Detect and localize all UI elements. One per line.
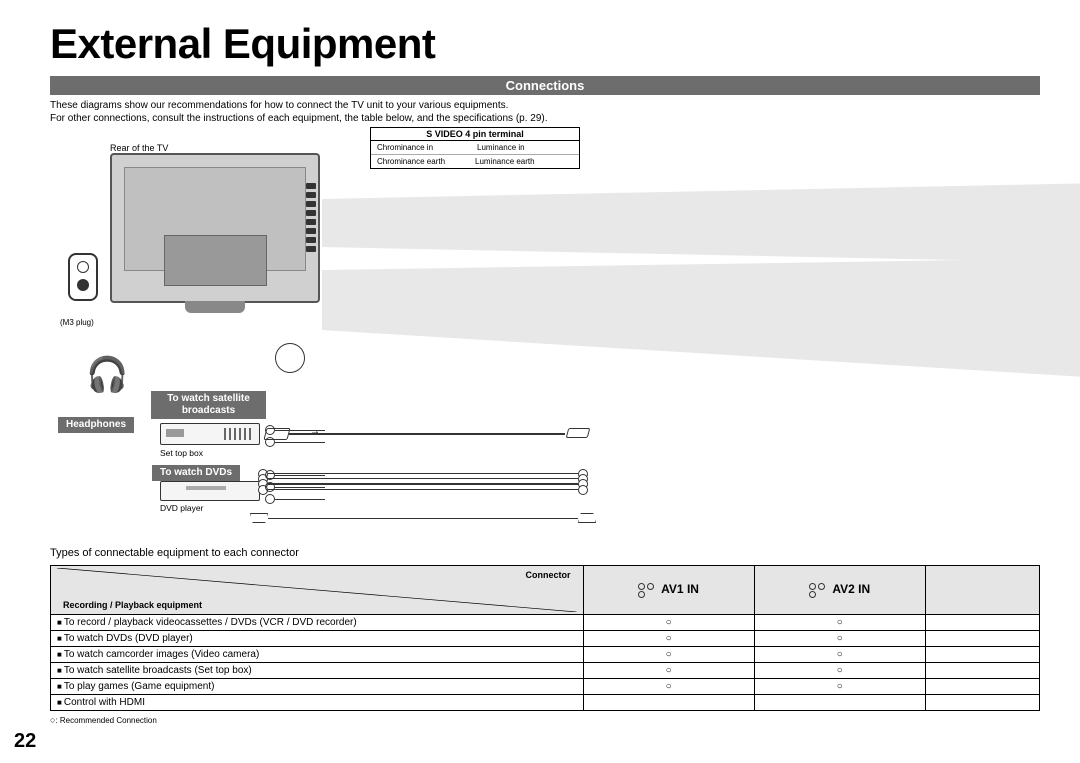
svideo-chrom-in: Chrominance in	[377, 143, 473, 152]
footnote: ○: Recommended Connection	[50, 715, 1040, 725]
tv-rear-illustration	[110, 153, 320, 303]
svideo-terminal-box: S VIDEO 4 pin terminal Chrominance in Lu…	[370, 127, 580, 169]
settop-box-icon	[160, 423, 260, 445]
footnote-text: : Recommended Connection	[55, 716, 156, 725]
mark: ○	[837, 633, 843, 644]
intro-line2: For other connections, consult the instr…	[50, 113, 548, 124]
section-header: Connections	[50, 76, 1040, 95]
m3-plug-label: (M3 plug)	[60, 318, 94, 327]
col-av2: AV2 IN	[754, 566, 925, 615]
intro-line1: These diagrams show our recommendations …	[50, 100, 508, 111]
satellite-badge: To watch satellite broadcasts	[151, 391, 266, 419]
headphone-port-icon	[68, 253, 98, 301]
mark: ○	[837, 649, 843, 660]
page-title: External Equipment	[50, 20, 1040, 68]
mark: ○	[666, 617, 672, 628]
connector-table: Connector Recording / Playback equipment…	[50, 565, 1040, 711]
mark: ○	[666, 649, 672, 660]
connection-diagram: Rear of the TV (M3 plug) 🎧 Headphones To…	[50, 133, 1040, 533]
table-row: ■To watch satellite broadcasts (Set top …	[51, 663, 1040, 679]
mark: ○	[837, 681, 843, 692]
rca-plugs-dvd	[265, 471, 325, 503]
header-recording: Recording / Playback equipment	[63, 600, 202, 610]
row-label: To watch DVDs (DVD player)	[64, 633, 193, 644]
hdmi-cable	[268, 518, 578, 519]
page-number: 22	[14, 730, 36, 753]
rca-plugs-settop	[265, 426, 325, 446]
svideo-chrom-earth: Chrominance earth	[377, 157, 475, 166]
row-label: Control with HDMI	[64, 697, 145, 708]
dvd-caption: DVD player	[160, 503, 203, 513]
mark: ○	[666, 633, 672, 644]
mark: ○	[837, 665, 843, 676]
table-row: ■To record / playback videocassettes / D…	[51, 615, 1040, 631]
table-row: ■Control with HDMI	[51, 695, 1040, 711]
table-row: ■To watch camcorder images (Video camera…	[51, 647, 1040, 663]
row-label: To watch camcorder images (Video camera)	[64, 649, 259, 660]
diagonal-header: Connector Recording / Playback equipment	[57, 568, 577, 612]
svideo-lum-earth: Luminance earth	[475, 157, 573, 166]
row-label: To play games (Game equipment)	[64, 681, 215, 692]
av2-label: AV2 IN	[832, 582, 870, 596]
dvd-player-icon	[160, 481, 260, 501]
table-caption: Types of connectable equipment to each c…	[50, 547, 1040, 559]
mark: ○	[666, 681, 672, 692]
mark: ○	[666, 665, 672, 676]
satellite-dish-icon	[272, 340, 309, 377]
dvd-badge: To watch DVDs	[152, 465, 240, 481]
intro-text: These diagrams show our recommendations …	[50, 99, 1040, 125]
header-connector: Connector	[526, 570, 571, 580]
col-av1: AV1 IN	[583, 566, 754, 615]
settop-caption: Set top box	[160, 448, 203, 458]
svideo-lum-in: Luminance in	[477, 143, 573, 152]
table-row: ■To watch DVDs (DVD player) ○ ○	[51, 631, 1040, 647]
row-label: To record / playback videocassettes / DV…	[64, 617, 357, 628]
headphones-badge: Headphones	[58, 417, 134, 433]
col-blank	[925, 566, 1039, 615]
table-row: ■To play games (Game equipment) ○ ○	[51, 679, 1040, 695]
rear-of-tv-label: Rear of the TV	[110, 143, 168, 153]
row-label: To watch satellite broadcasts (Set top b…	[64, 665, 252, 676]
headphones-icon: 🎧	[86, 355, 128, 395]
mark: ○	[837, 617, 843, 628]
zoom-beam	[322, 183, 1080, 263]
zoom-beam	[322, 258, 1080, 378]
av1-label: AV1 IN	[661, 582, 699, 596]
svideo-title: S VIDEO 4 pin terminal	[371, 128, 579, 141]
table-body: ■To record / playback videocassettes / D…	[51, 615, 1040, 711]
